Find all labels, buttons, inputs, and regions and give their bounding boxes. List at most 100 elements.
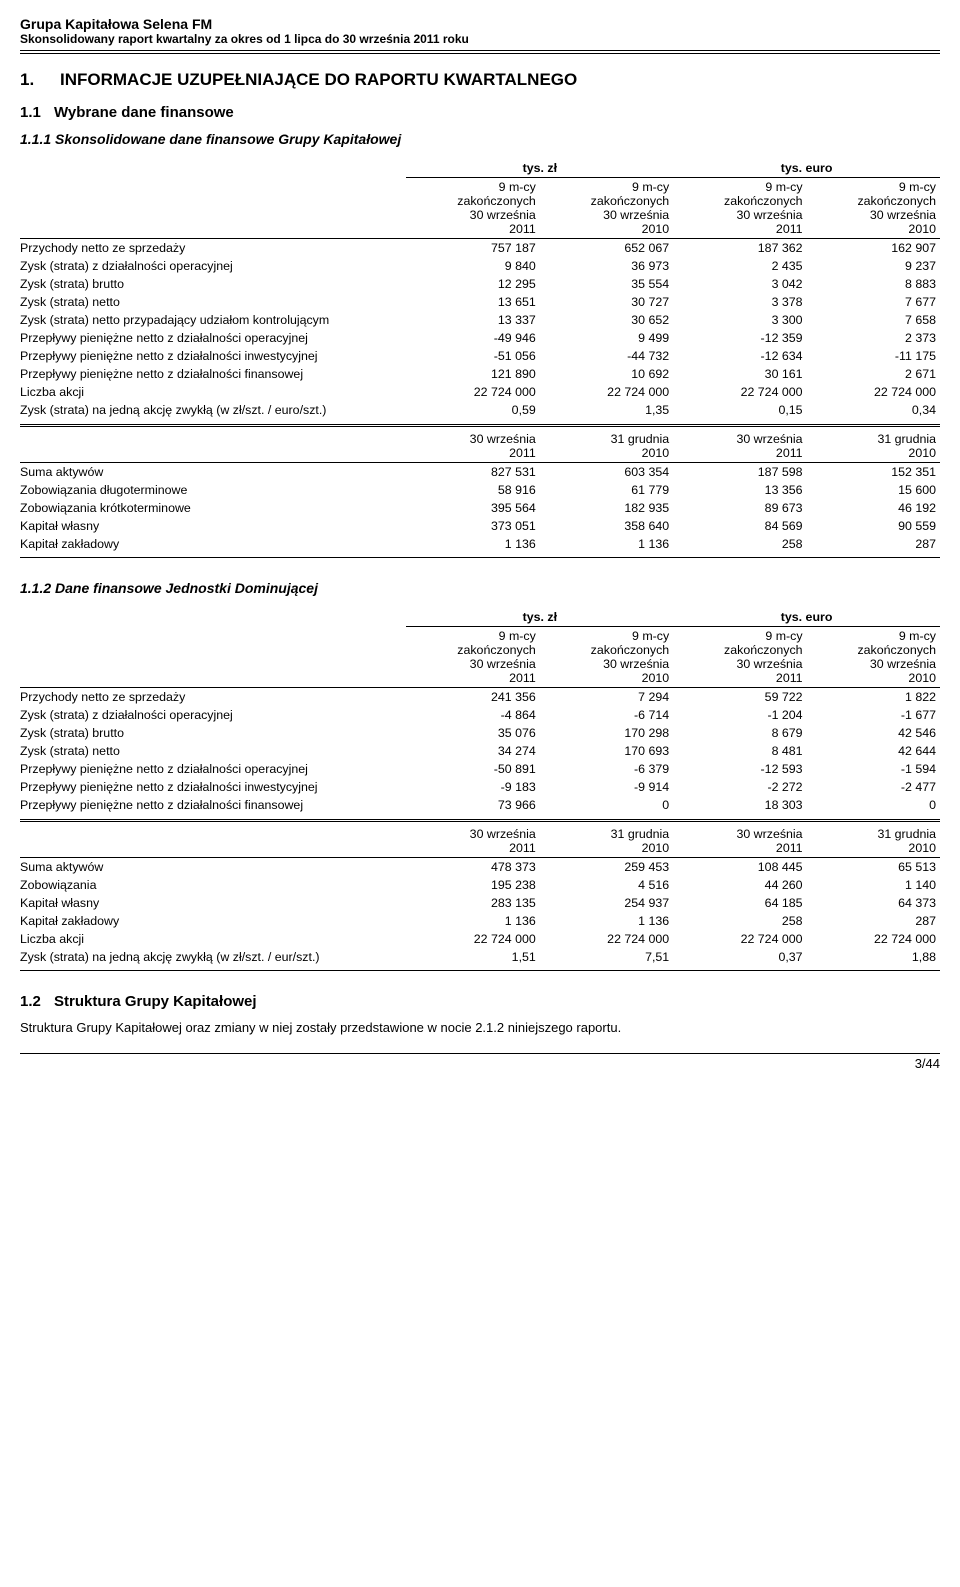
cell: 61 779 [540,481,673,499]
table-row: Przepływy pieniężne netto z działalności… [20,778,940,796]
cell: 22 724 000 [673,383,806,401]
cell: 64 185 [673,894,806,912]
row-label: Przychody netto ze sprzedaży [20,688,406,707]
cell: 1 136 [406,535,539,553]
cell: 90 559 [807,517,940,535]
row-label: Zysk (strata) brutto [20,724,406,742]
row-label: Zobowiązania krótkoterminowe [20,499,406,517]
cell: 108 445 [673,858,806,877]
cell: 30 727 [540,293,673,311]
table-row: Zysk (strata) na jedną akcję zwykłą (w z… [20,401,940,419]
cell: 46 192 [807,499,940,517]
col-header: 9 m-cy zakończonych 30 września2010 [540,627,673,688]
cell: 1 136 [540,535,673,553]
cell: -1 677 [807,706,940,724]
table-row: Suma aktywów 827 531 603 354 187 598 152… [20,463,940,482]
cell: 1,35 [540,401,673,419]
col-header: 30 września2011 [673,825,806,858]
cell: -12 593 [673,760,806,778]
cell: 22 724 000 [406,930,539,948]
table-row: Zysk (strata) netto 34 274 170 693 8 481… [20,742,940,760]
cell: -9 183 [406,778,539,796]
cell: 170 693 [540,742,673,760]
section-1-2-heading: 1.2Struktura Grupy Kapitałowej [20,993,940,1010]
cell: 7 294 [540,688,673,707]
table-row: Zobowiązania krótkoterminowe 395 564 182… [20,499,940,517]
cell: 3 300 [673,311,806,329]
table-row: Zysk (strata) netto 13 651 30 727 3 378 … [20,293,940,311]
cell: 7 677 [807,293,940,311]
row-label: Zysk (strata) na jedną akcję zwykłą (w z… [20,948,406,966]
table-row: Przepływy pieniężne netto z działalności… [20,796,940,814]
cell: 1 136 [540,912,673,930]
col-header: 31 grudnia2010 [807,825,940,858]
divider [20,970,940,971]
table-row: Liczba akcji 22 724 000 22 724 000 22 72… [20,930,940,948]
cell: 22 724 000 [406,383,539,401]
cell: -51 056 [406,347,539,365]
cell: -6 379 [540,760,673,778]
table-row: Zysk (strata) brutto 12 295 35 554 3 042… [20,275,940,293]
row-label: Suma aktywów [20,463,406,482]
col-header: 30 września2011 [406,430,539,463]
unit-zl: tys. zł [406,159,673,178]
cell: 254 937 [540,894,673,912]
row-label: Liczba akcji [20,930,406,948]
cell: 58 916 [406,481,539,499]
cell: -6 714 [540,706,673,724]
row-label: Zysk (strata) netto [20,293,406,311]
table-parent-balance: 30 września2011 31 grudnia2010 30 wrześn… [20,825,940,966]
cell: 258 [673,912,806,930]
cell: -50 891 [406,760,539,778]
row-label: Przepływy pieniężne netto z działalności… [20,329,406,347]
table-parent-9m: tys. zł tys. euro 9 m-cy zakończonych 30… [20,608,940,814]
table-row: Przepływy pieniężne netto z działalności… [20,329,940,347]
row-label: Przepływy pieniężne netto z działalności… [20,778,406,796]
cell: 0 [807,796,940,814]
cell: 9 237 [807,257,940,275]
cell: 1,88 [807,948,940,966]
cell: 258 [673,535,806,553]
cell: 603 354 [540,463,673,482]
cell: 373 051 [406,517,539,535]
col-header: 9 m-cy zakończonych 30 września2010 [807,627,940,688]
cell: 12 295 [406,275,539,293]
cell: 15 600 [807,481,940,499]
cell: 2 373 [807,329,940,347]
col-header: 9 m-cy zakończonych 30 września2011 [673,627,806,688]
cell: 259 453 [540,858,673,877]
cell: 64 373 [807,894,940,912]
cell: 44 260 [673,876,806,894]
row-label: Zysk (strata) brutto [20,275,406,293]
section-1-1-1-heading: 1.1.1 Skonsolidowane dane finansowe Grup… [20,131,940,147]
divider [20,424,940,427]
cell: 2 435 [673,257,806,275]
table-row: Przepływy pieniężne netto z działalności… [20,347,940,365]
section-1-heading: 1.INFORMACJE UZUPEŁNIAJĄCE DO RAPORTU KW… [20,70,940,90]
cell: -12 359 [673,329,806,347]
row-label: Przepływy pieniężne netto z działalności… [20,760,406,778]
cell: 42 546 [807,724,940,742]
cell: 0,59 [406,401,539,419]
cell: 18 303 [673,796,806,814]
row-label: Kapitał własny [20,517,406,535]
row-label: Zysk (strata) z działalności operacyjnej [20,706,406,724]
table-header-row: 9 m-cy zakończonych 30 września2011 9 m-… [20,178,940,239]
col-header: 31 grudnia2010 [540,430,673,463]
divider [20,557,940,558]
table-row: Przychody netto ze sprzedaży 241 356 7 2… [20,688,940,707]
cell: 162 907 [807,239,940,258]
table-row: Zysk (strata) z działalności operacyjnej… [20,706,940,724]
cell: 65 513 [807,858,940,877]
table-row: Suma aktywów 478 373 259 453 108 445 65 … [20,858,940,877]
cell: 170 298 [540,724,673,742]
col-header: 31 grudnia2010 [807,430,940,463]
row-label: Zysk (strata) netto [20,742,406,760]
col-header: 9 m-cy zakończonych 30 września2010 [807,178,940,239]
cell: 1,51 [406,948,539,966]
table-row: Zobowiązania długoterminowe 58 916 61 77… [20,481,940,499]
cell: 3 378 [673,293,806,311]
table-header-row: 30 września2011 31 grudnia2010 30 wrześn… [20,825,940,858]
cell: 3 042 [673,275,806,293]
cell: 187 598 [673,463,806,482]
